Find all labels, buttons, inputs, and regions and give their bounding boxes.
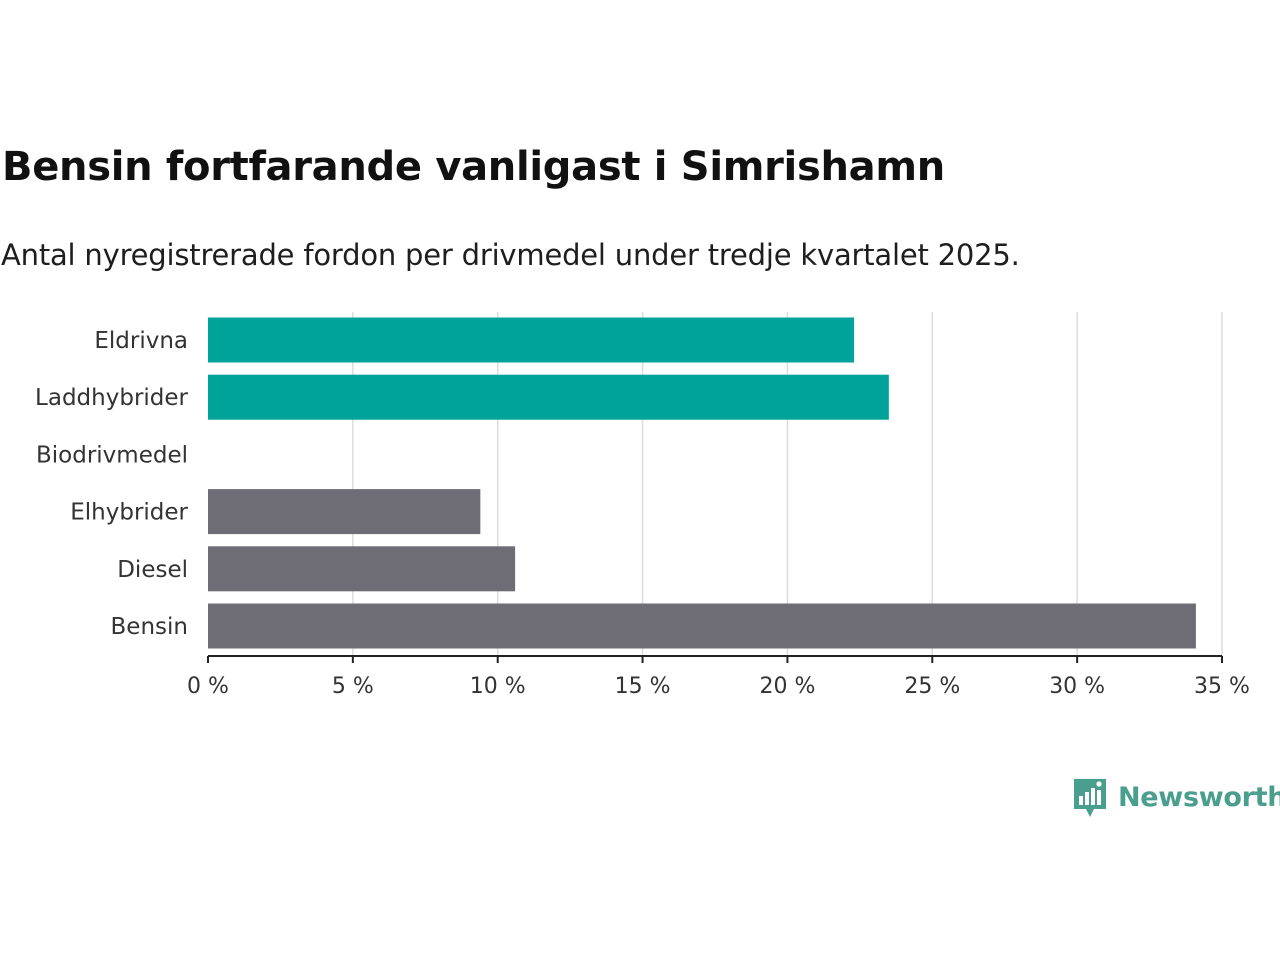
chart-title: Bensin fortfarande vanligast i Simrisham… [2, 144, 945, 190]
x-tick-label: 5 % [332, 674, 374, 699]
x-tick-label: 15 % [615, 674, 671, 699]
x-tick-label: 30 % [1049, 674, 1105, 699]
category-label: Bensin [111, 614, 188, 640]
bar-diesel [208, 546, 516, 592]
category-label: Eldrivna [94, 328, 188, 354]
bar-laddhybrider [208, 374, 889, 420]
newsworthy-logo: Newsworthy [1072, 776, 1280, 818]
x-tick-label: 25 % [904, 674, 960, 699]
bar-elhybrider [208, 489, 481, 535]
bar-bensin [208, 603, 1196, 649]
newsworthy-logo-icon [1074, 779, 1106, 817]
bar-eldrivna [208, 317, 855, 363]
x-tick-label: 10 % [470, 674, 526, 699]
category-label: Biodrivmedel [36, 442, 188, 468]
category-label: Diesel [117, 557, 188, 583]
chart-subtitle: Antal nyregistrerade fordon per drivmede… [1, 238, 1020, 272]
logo-text: Newsworthy [1118, 781, 1280, 813]
x-tick-label: 20 % [759, 674, 815, 699]
bar-chart: Eldrivna Laddhybrider Biodrivmedel Elhybrid… [35, 312, 1250, 699]
category-label: Laddhybrider [35, 385, 188, 411]
x-tick-label: 0 % [187, 674, 229, 699]
category-label: Elhybrider [70, 500, 188, 526]
x-tick-label: 35 % [1194, 674, 1250, 699]
